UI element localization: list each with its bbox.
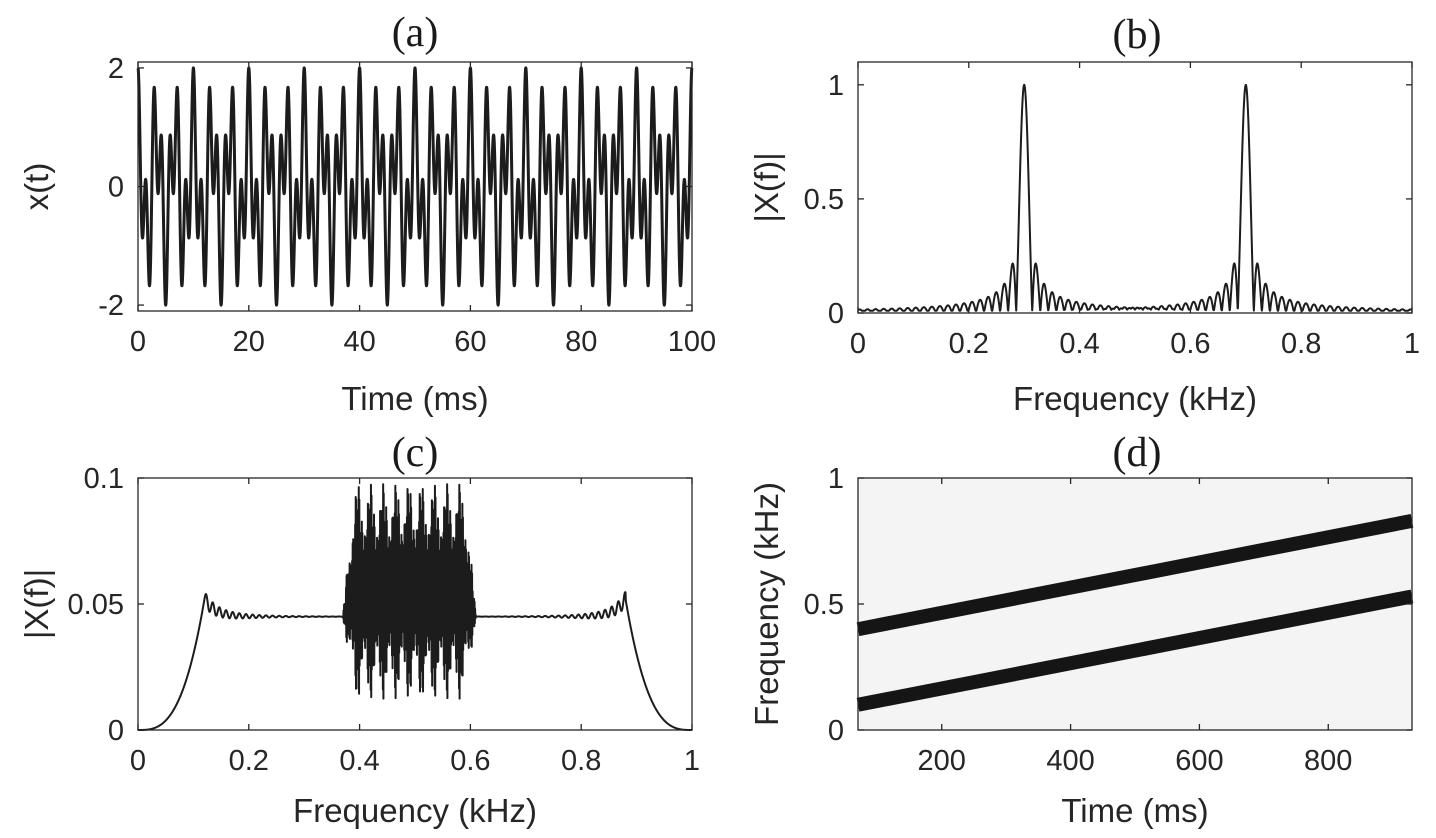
x-tick-label: 0.2 xyxy=(949,328,989,360)
x-tick-label: 0.6 xyxy=(1170,328,1210,360)
x-tick-label: 1 xyxy=(1404,328,1420,360)
x-tick-label: 0 xyxy=(130,745,146,777)
y-tick-label: 0.1 xyxy=(84,463,124,495)
x-tick-label: 0.4 xyxy=(1059,328,1099,360)
y-tick-label: -2 xyxy=(98,290,124,322)
chirp-ridge-1 xyxy=(856,513,1414,637)
y-tick-label: 0.05 xyxy=(68,589,124,621)
x-tick-label: 100 xyxy=(668,326,716,358)
plot-area xyxy=(856,478,1414,730)
spectrum-line xyxy=(137,483,693,731)
chirp-ridge-2 xyxy=(856,589,1414,712)
x-tick-label: 800 xyxy=(1304,745,1352,777)
x-tick-label: 0.8 xyxy=(561,745,601,777)
panel-title: (c) xyxy=(392,430,439,476)
x-tick-label: 80 xyxy=(565,326,597,358)
x-tick-label: 40 xyxy=(343,326,375,358)
x-axis-label: Frequency (kHz) xyxy=(293,792,537,829)
y-tick-label: 0.5 xyxy=(804,589,844,621)
panel-title: (b) xyxy=(1113,12,1162,58)
x-tick-label: 20 xyxy=(233,326,265,358)
x-tick-label: 0.6 xyxy=(450,745,490,777)
x-tick-label: 600 xyxy=(1175,745,1223,777)
y-tick-label: 2 xyxy=(108,53,124,85)
y-axis-label: x(t) xyxy=(18,163,55,211)
y-tick-label: 0 xyxy=(108,715,124,747)
panel-title: (a) xyxy=(392,10,439,56)
time-signal-line xyxy=(136,66,694,307)
axes-frame xyxy=(857,61,1413,314)
x-tick-label: 0 xyxy=(850,328,866,360)
x-axis-label: Time (ms) xyxy=(341,380,488,417)
y-axis-label: Frequency (kHz) xyxy=(748,482,785,726)
y-tick-label: 0.5 xyxy=(804,184,844,216)
panel-title: (d) xyxy=(1113,430,1162,476)
y-tick-label: 1 xyxy=(828,463,844,495)
y-tick-label: 0 xyxy=(828,298,844,330)
x-tick-label: 400 xyxy=(1046,745,1094,777)
panel-c: (c) 0 0.2 0.4 0.6 0.8 1 0 0.05 0.1 Frequency (kHz)… xyxy=(18,430,700,829)
x-axis-label: Frequency (kHz) xyxy=(1013,380,1257,417)
plot-area xyxy=(857,83,1413,312)
spectrum-line xyxy=(857,83,1413,312)
x-tick-label: 0.8 xyxy=(1281,328,1321,360)
y-tick-label: 0 xyxy=(828,715,844,747)
y-tick-label: 0 xyxy=(108,172,124,204)
y-tick-label: 1 xyxy=(828,70,844,102)
x-tick-label: 1 xyxy=(684,745,700,777)
x-tick-label: 0.2 xyxy=(229,745,269,777)
x-tick-label: 200 xyxy=(918,745,966,777)
x-tick-label: 0.4 xyxy=(339,745,379,777)
x-tick-label: 0 xyxy=(130,326,146,358)
panel-b: (b) 0 0.2 0.4 0.6 0.8 1 0 0.5 1 Frequency (kHz) |X(… xyxy=(748,12,1420,417)
x-tick-label: 60 xyxy=(454,326,486,358)
y-axis-label: |X(f)| xyxy=(748,152,785,222)
y-axis-label: |X(f)| xyxy=(18,569,55,639)
plot-area xyxy=(136,66,694,307)
panel-d: (d) 200 400 600 800 0 0.5 1 Time (ms) Frequency (… xyxy=(748,430,1414,829)
x-axis-label: Time (ms) xyxy=(1061,792,1208,829)
plot-area xyxy=(137,483,693,731)
